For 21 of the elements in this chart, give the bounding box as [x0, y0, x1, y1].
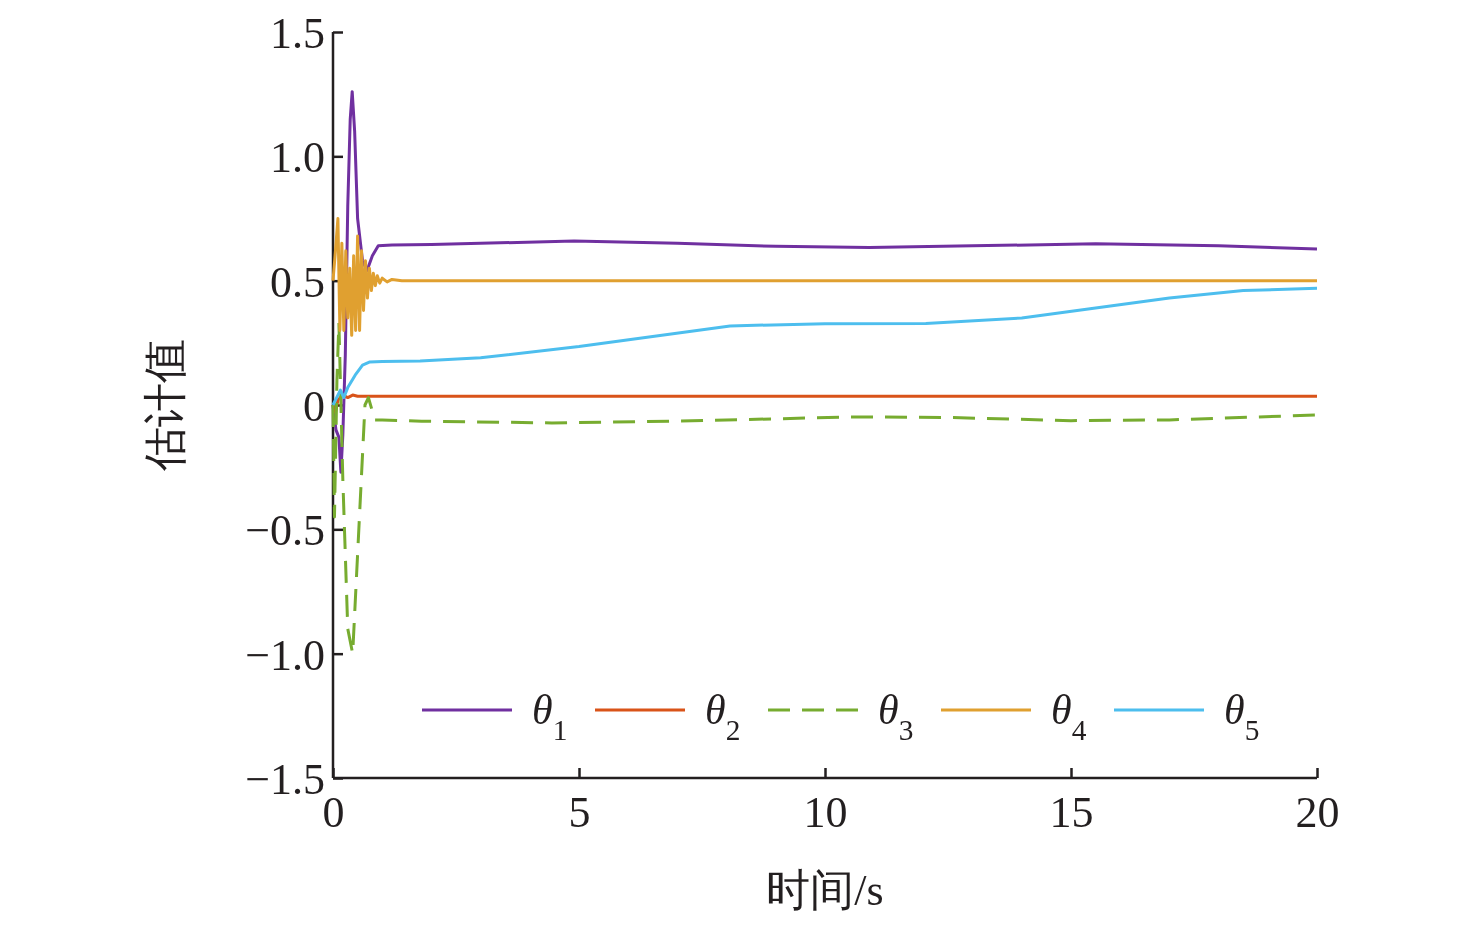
- legend-label: θ$_{4}$: [1051, 687, 1087, 746]
- y-tick-label: −1.5: [245, 754, 325, 804]
- y-tick-label: −1.0: [245, 630, 325, 680]
- legend-label: θ$_{2}$: [705, 687, 741, 746]
- x-tick-label: 10: [803, 788, 848, 838]
- legend-label: θ$_{3}$: [878, 687, 914, 746]
- line-series: [331, 217, 1319, 337]
- x-tick-label: 15: [1049, 788, 1094, 838]
- y-tick-label: 0: [303, 381, 325, 431]
- line-series: [331, 286, 1319, 407]
- y-tick-label: 0.5: [270, 257, 325, 307]
- y-tick-label: −0.5: [245, 506, 325, 556]
- line-series: [331, 90, 1319, 474]
- y-axis-title: 估计值: [141, 339, 190, 472]
- x-axis-title: 时间/s: [766, 866, 884, 915]
- legend-label: θ$_{1}$: [532, 687, 568, 746]
- y-tick-label: 1.0: [270, 133, 325, 183]
- x-tick-label: 20: [1295, 788, 1340, 838]
- legend-label: θ$_{5}$: [1224, 687, 1260, 746]
- y-tick-label: 1.5: [270, 8, 325, 58]
- x-tick-label: 5: [568, 788, 591, 838]
